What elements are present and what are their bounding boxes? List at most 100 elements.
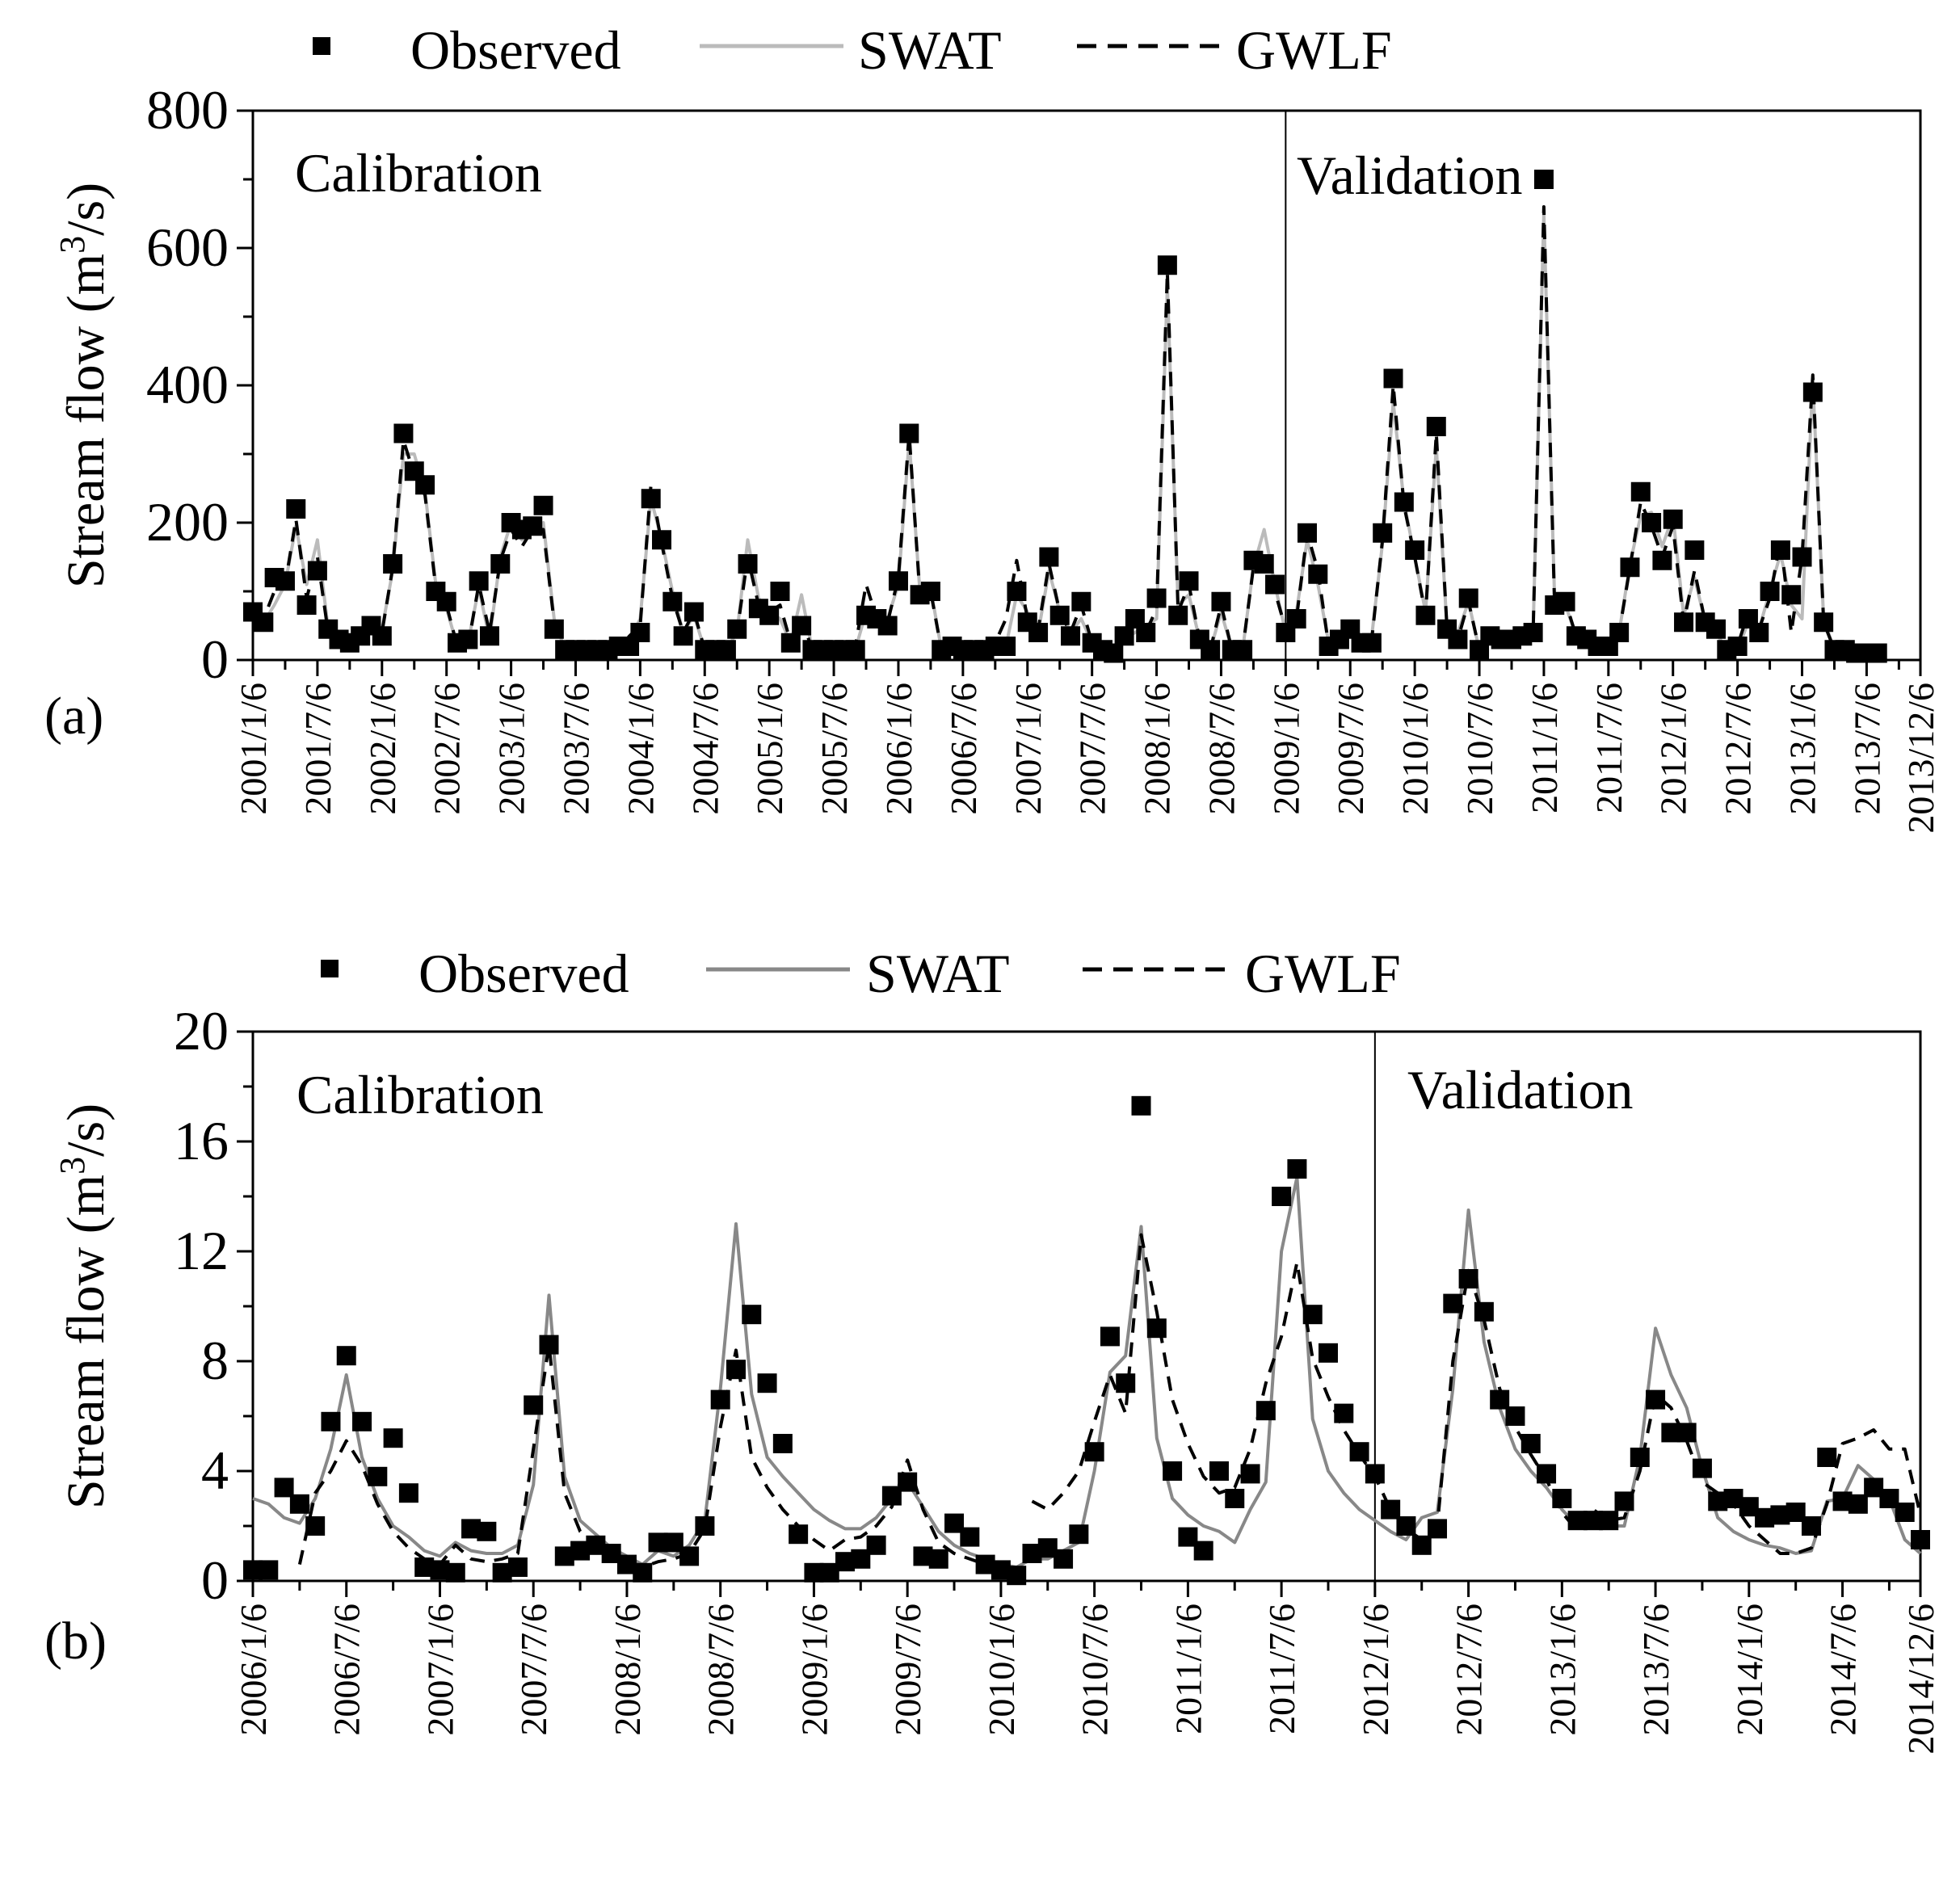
observed-point-b: [1209, 1461, 1229, 1481]
observed-point-a: [1727, 637, 1748, 656]
observed-point-a: [490, 554, 511, 574]
x-tick-label-a: 2005/1/6: [749, 683, 790, 815]
x-tick-label-a: 2009/7/6: [1330, 683, 1371, 815]
observed-point-b: [1552, 1489, 1572, 1508]
observed-point-b: [1116, 1373, 1136, 1393]
y-tick-label-a: 800: [146, 79, 229, 141]
observed-point-b: [1334, 1403, 1354, 1423]
x-tick-label-a: 2003/1/6: [491, 683, 532, 815]
observed-point-a: [1265, 574, 1285, 595]
observed-point-b: [1255, 1401, 1276, 1421]
observed-point-b: [1692, 1458, 1712, 1478]
x-tick-label-b: 2008/1/6: [607, 1604, 648, 1736]
panel-label-b: (b): [44, 1612, 107, 1671]
swat-line-b: [252, 1175, 1922, 1569]
observed-point-b: [445, 1562, 465, 1583]
x-tick-label-a: 2001/7/6: [297, 683, 339, 815]
x-tick-label-b: 2007/1/6: [419, 1604, 461, 1736]
x-tick-label-a: 2012/1/6: [1653, 683, 1694, 815]
observed-point-a: [1071, 591, 1091, 612]
x-tick-label-a: 2007/1/6: [1007, 683, 1049, 815]
observed-point-a: [1201, 640, 1221, 660]
observed-point-b: [1100, 1326, 1120, 1347]
y-axis-title-a: Stream flow (m3/s): [53, 183, 116, 588]
observed-point-b: [289, 1494, 309, 1514]
observed-point-b: [383, 1428, 403, 1448]
observed-point-b: [1302, 1305, 1323, 1325]
observed-point-a: [393, 423, 414, 443]
x-tick-label-b: 2008/7/6: [700, 1604, 742, 1736]
observed-point-a: [1394, 492, 1414, 512]
observed-point-b: [1848, 1494, 1868, 1514]
x-tick-label-b: 2012/7/6: [1449, 1604, 1490, 1736]
observed-point-a: [533, 495, 553, 515]
observed-point-b: [524, 1395, 544, 1415]
observed-point-b: [477, 1521, 497, 1541]
observed-point-b: [1490, 1389, 1510, 1410]
observed-point-a: [1373, 523, 1393, 543]
observed-point-b: [1287, 1159, 1307, 1179]
observed-point-a: [652, 530, 672, 550]
observed-point-a: [254, 612, 274, 633]
y-tick-label-b: 20: [174, 1000, 229, 1061]
observed-point-b: [695, 1516, 715, 1536]
x-tick-label-a: 2008/1/6: [1137, 683, 1178, 815]
observed-point-a: [415, 475, 435, 495]
observed-point-a: [523, 516, 543, 536]
observed-point-b: [898, 1472, 918, 1492]
x-tick-label-a: 2009/1/6: [1265, 683, 1306, 815]
observed-point-a: [469, 571, 489, 591]
observed-point-a: [630, 623, 650, 642]
series-a: [243, 170, 1887, 663]
observed-point-b: [1272, 1187, 1292, 1206]
observed-point-a: [1426, 417, 1446, 436]
observed-point-a: [458, 629, 478, 649]
x-tick-label-a: 2007/7/6: [1072, 683, 1113, 815]
observed-point-b: [726, 1360, 746, 1380]
observed-point-a: [1383, 368, 1403, 389]
x-tick-label-a: 2002/7/6: [427, 683, 468, 815]
y-tick-label-a: 0: [201, 628, 229, 690]
observed-point-a: [899, 423, 919, 443]
panel-label-a: (a): [44, 687, 103, 746]
observed-point-b: [633, 1562, 653, 1583]
observed-point-a: [544, 619, 564, 639]
x-tick-label-a: 2013/12/6: [1900, 683, 1941, 834]
observed-point-a: [297, 595, 317, 615]
observed-point-b: [352, 1411, 372, 1431]
legend-b-observed-label: Observed: [418, 943, 629, 1004]
observed-point-a: [920, 582, 940, 601]
observed-point-a: [1104, 643, 1124, 663]
observed-point-a: [1049, 605, 1070, 625]
observed-point-a: [716, 640, 736, 660]
observed-point-a: [1609, 623, 1630, 642]
observed-point-a: [1007, 582, 1027, 601]
observed-point-a: [1867, 643, 1887, 663]
observed-point-b: [1146, 1318, 1167, 1339]
observed-point-a: [759, 605, 780, 625]
observed-point-a: [1308, 564, 1328, 584]
x-tick-label-b: 2009/1/6: [793, 1604, 835, 1736]
observed-point-b: [1069, 1524, 1089, 1545]
x-tick-label-a: 2010/1/6: [1394, 683, 1436, 815]
observed-point-b: [1428, 1519, 1448, 1539]
observed-point-a: [1405, 540, 1425, 560]
observed-point-a: [436, 591, 456, 612]
y-tick-label-a: 400: [146, 354, 229, 415]
observed-point-b: [1911, 1530, 1930, 1549]
observed-point-b: [1895, 1503, 1915, 1522]
x-tick-label-a: 2005/7/6: [814, 683, 855, 815]
observed-point-b: [539, 1335, 559, 1355]
observed-point-a: [1061, 626, 1081, 646]
observed-point-b: [305, 1516, 326, 1536]
panel-a: Observed SWAT GWLF 0 200 400 600 800 2001/1/…: [44, 19, 1941, 834]
observed-point-b: [398, 1483, 418, 1503]
observed-point-a: [1533, 170, 1554, 189]
observed-point-b: [1614, 1491, 1634, 1511]
observed-point-b: [507, 1557, 528, 1577]
x-tick-label-b: 2011/7/6: [1261, 1604, 1302, 1734]
legend-b: Observed SWAT GWLF: [321, 943, 1401, 1004]
x-tick-label-b: 2011/1/6: [1167, 1604, 1209, 1734]
y-tick-label-b: 12: [174, 1220, 229, 1281]
